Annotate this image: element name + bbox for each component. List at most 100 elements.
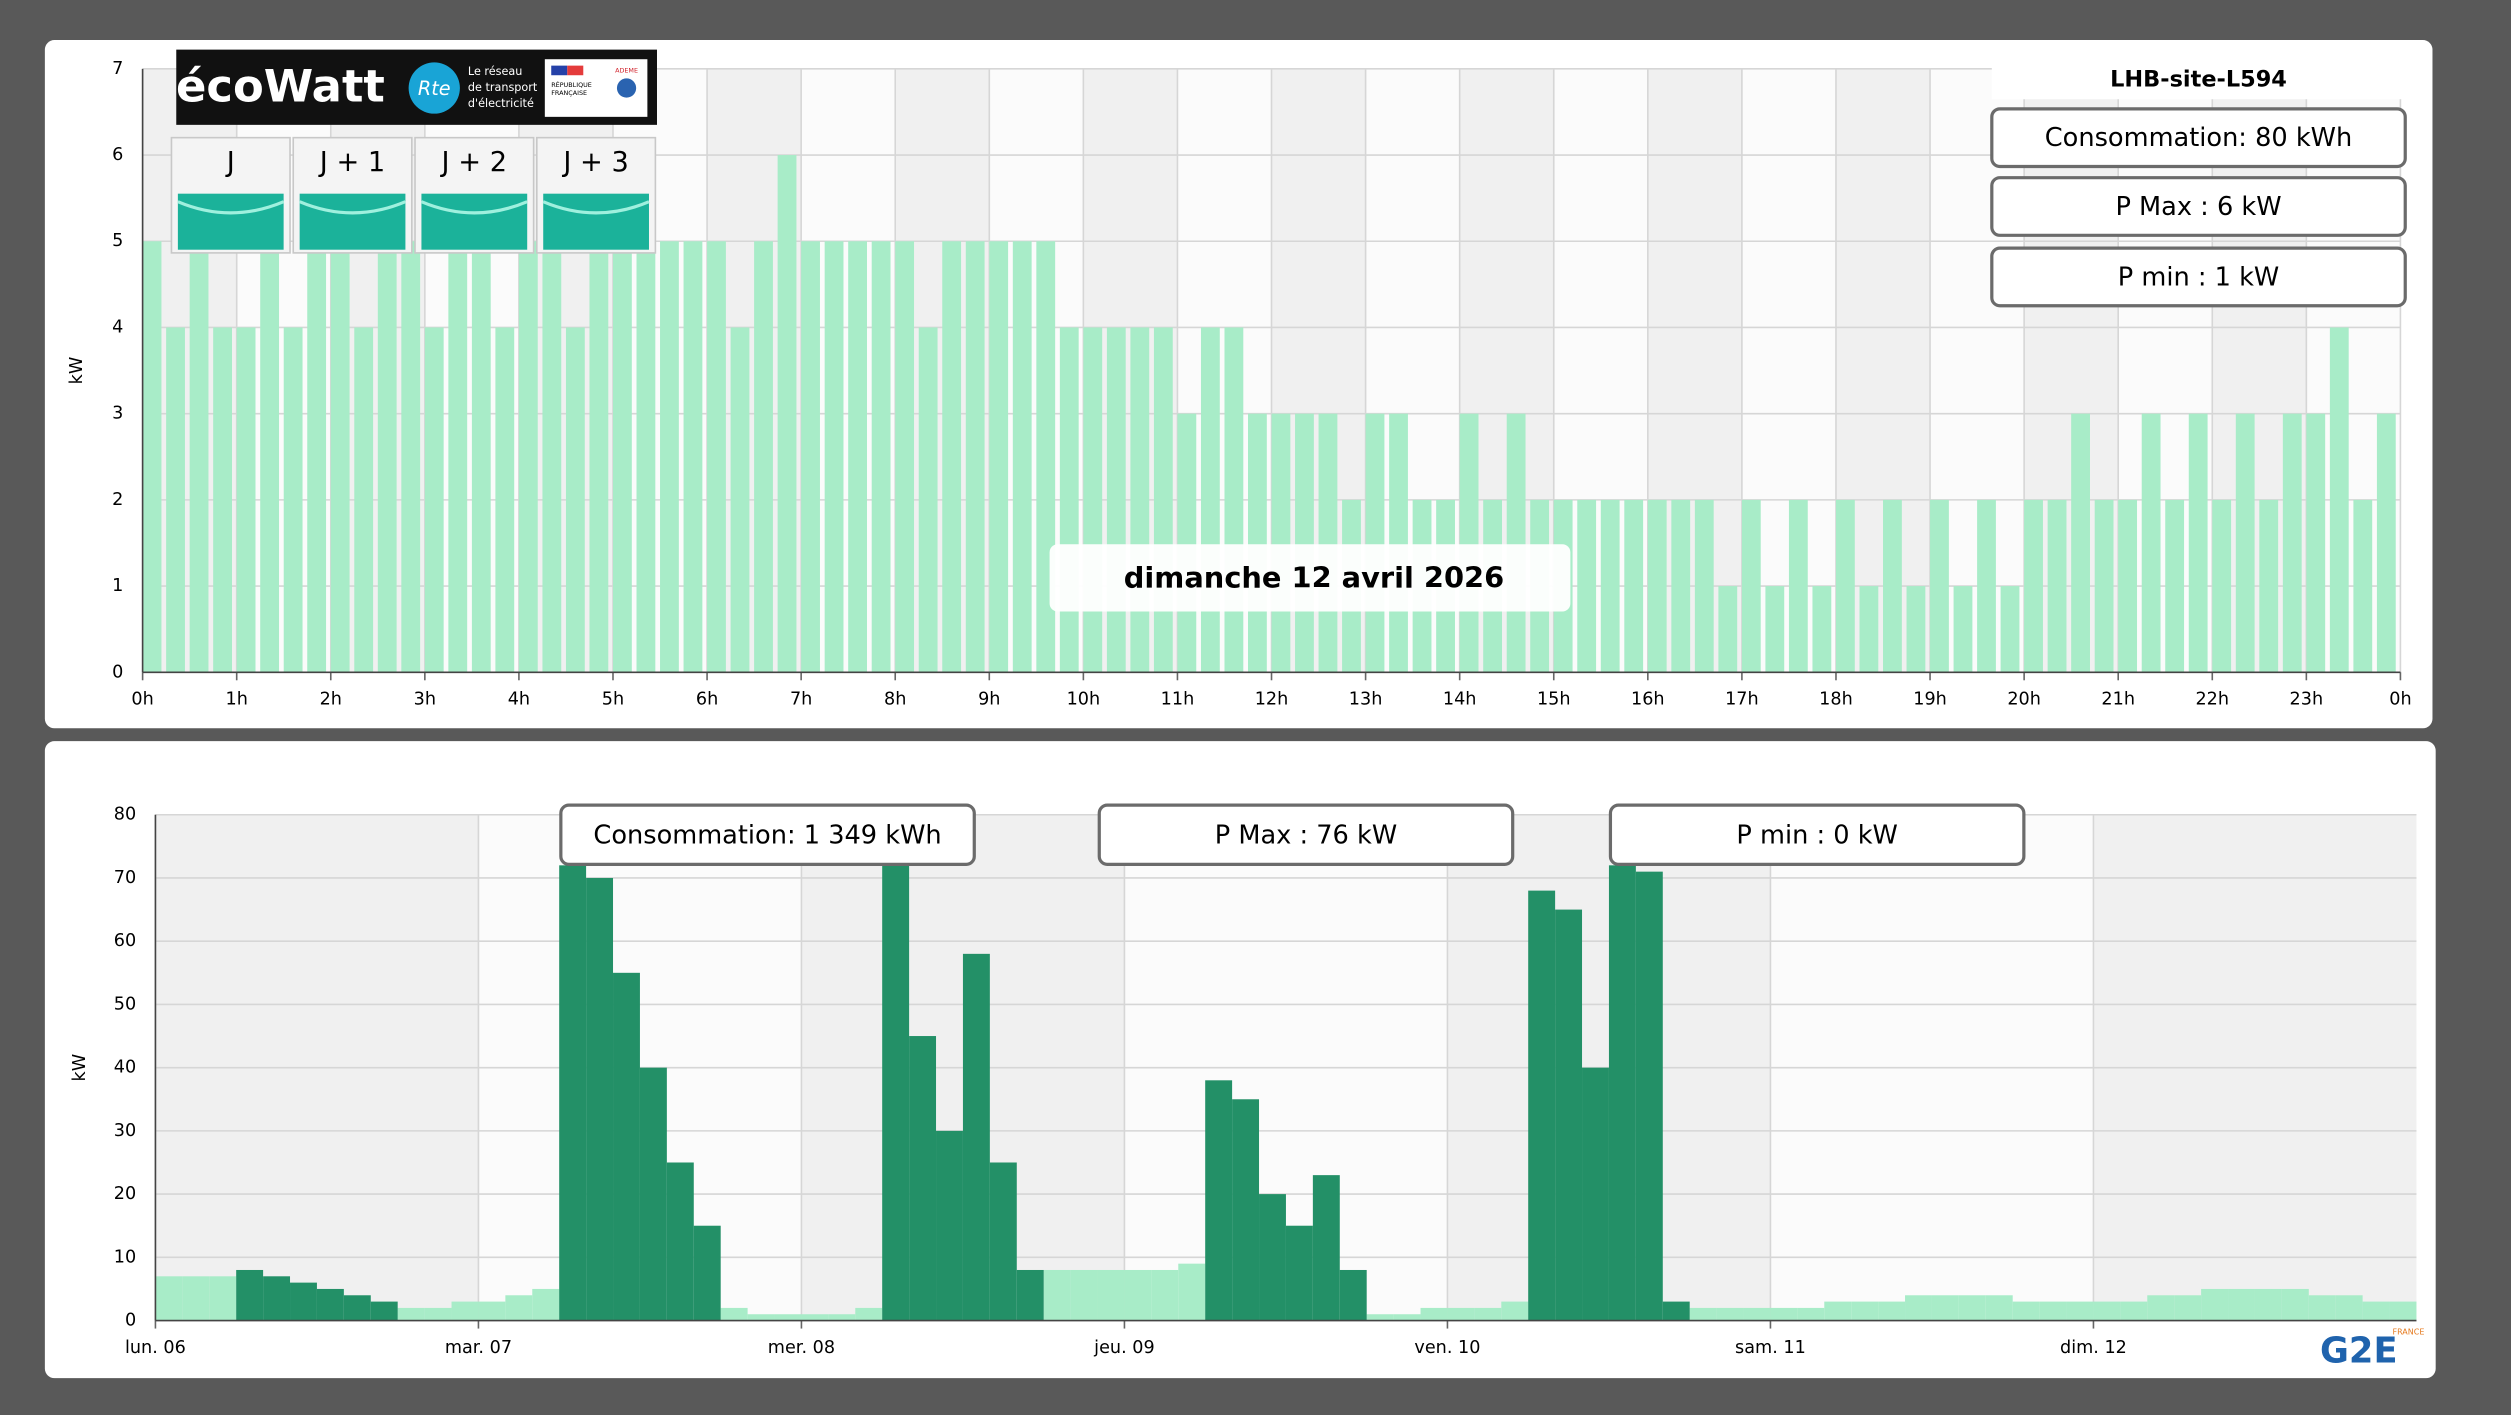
bar — [1718, 586, 1738, 673]
x-tick-label: lun. 06 — [125, 1338, 186, 1358]
bar — [828, 1314, 856, 1321]
bar — [2120, 1301, 2148, 1321]
logo-name: G2E — [2320, 1331, 2398, 1372]
bar — [451, 1301, 479, 1321]
bar — [2376, 413, 2396, 673]
bar — [1178, 1263, 1206, 1321]
bar — [2281, 1288, 2309, 1321]
bar — [1070, 1269, 1098, 1321]
y-tick-label: 5 — [112, 231, 123, 251]
y-tick-label: 6 — [112, 145, 123, 165]
bar — [1647, 499, 1667, 673]
bar — [1506, 413, 1526, 673]
bar — [895, 241, 915, 673]
day-label: J — [225, 147, 235, 178]
bar — [1200, 327, 1220, 673]
bar — [1083, 327, 1103, 673]
bar — [1835, 499, 1855, 673]
day-label: J + 3 — [561, 147, 629, 178]
rte-tagline: d'électricité — [468, 97, 534, 110]
bar — [1447, 1307, 1475, 1321]
bar — [936, 1130, 963, 1321]
rte-tagline: Le réseau — [468, 65, 522, 78]
bar — [730, 327, 750, 673]
stat-text: P min : 1 kW — [2118, 263, 2279, 293]
y-tick-label: 0 — [125, 1311, 136, 1331]
y-tick-label: 20 — [114, 1184, 136, 1204]
bar — [1694, 499, 1714, 673]
bar — [1528, 890, 1556, 1321]
ecowatt-widget: écoWatt Rte Le réseau de transport d'éle… — [170, 49, 657, 254]
bar — [683, 241, 703, 673]
bar — [1151, 1269, 1179, 1321]
bar — [754, 241, 773, 673]
bar — [213, 327, 232, 673]
bar — [142, 241, 162, 673]
bar — [1393, 1314, 1421, 1321]
bar — [1259, 1194, 1286, 1321]
bar — [1106, 327, 1126, 673]
bar — [2353, 499, 2373, 673]
x-tick-label: 16h — [1631, 690, 1665, 710]
day-label: J + 1 — [318, 147, 386, 178]
x-tick-label: 13h — [1349, 690, 1383, 710]
stat-text: P min : 0 kW — [1736, 820, 1897, 850]
bar — [343, 1295, 371, 1321]
bar — [1662, 1301, 1690, 1321]
stat-box — [1608, 803, 2026, 866]
bar — [330, 241, 350, 673]
bar — [612, 241, 632, 673]
day-wave — [299, 200, 407, 215]
bar — [2228, 1288, 2255, 1321]
bar — [1883, 499, 1902, 673]
bar — [2024, 499, 2043, 673]
stat-text: P Max : 6 kW — [2115, 192, 2281, 222]
bar — [2047, 499, 2067, 673]
bar — [2174, 1295, 2202, 1321]
bar — [613, 972, 640, 1321]
date-box — [1049, 544, 1571, 612]
bar — [774, 1314, 802, 1321]
bar — [565, 327, 585, 673]
bar — [1339, 1269, 1367, 1321]
day-signal — [299, 193, 406, 250]
bar — [209, 1276, 237, 1321]
stat-text: P Max : 76 kW — [1215, 820, 1397, 850]
y-tick-label: 40 — [114, 1058, 136, 1078]
y-axis-label: kW — [70, 1054, 90, 1082]
bar — [824, 241, 844, 673]
x-tick-label: jeu. 09 — [1093, 1338, 1155, 1358]
stat-box — [1990, 107, 2407, 169]
bar — [290, 1282, 317, 1321]
x-tick-label: 3h — [414, 690, 436, 710]
g2e-logo: G2E FRANCE — [2320, 1327, 2424, 1371]
bar — [1232, 1099, 1260, 1321]
bar — [1851, 1301, 1879, 1321]
bar — [848, 241, 867, 673]
x-tick-label: 14h — [1443, 690, 1477, 710]
x-tick-label: 22h — [2195, 690, 2229, 710]
y-tick-label: 7 — [112, 59, 123, 79]
bar — [2282, 413, 2302, 673]
x-tick-label: 7h — [790, 690, 812, 710]
bar — [909, 1036, 937, 1321]
bar — [2012, 1301, 2040, 1321]
bar — [1248, 413, 1267, 673]
bar — [518, 241, 538, 673]
x-tick-label: 21h — [2101, 690, 2135, 710]
bar — [1931, 1295, 1959, 1321]
x-tick-label: 6h — [696, 690, 718, 710]
bar — [636, 241, 656, 673]
bar — [2306, 413, 2326, 673]
bar — [1859, 586, 1879, 673]
bar — [1420, 1307, 1448, 1321]
x-tick-label: sam. 11 — [1735, 1338, 1806, 1358]
day-wave — [542, 200, 650, 215]
bar — [260, 241, 280, 673]
rte-tagline: de transport — [468, 81, 538, 94]
bar — [962, 953, 990, 1321]
bar — [1459, 413, 1479, 673]
bar — [707, 241, 726, 673]
bar — [1059, 327, 1079, 673]
